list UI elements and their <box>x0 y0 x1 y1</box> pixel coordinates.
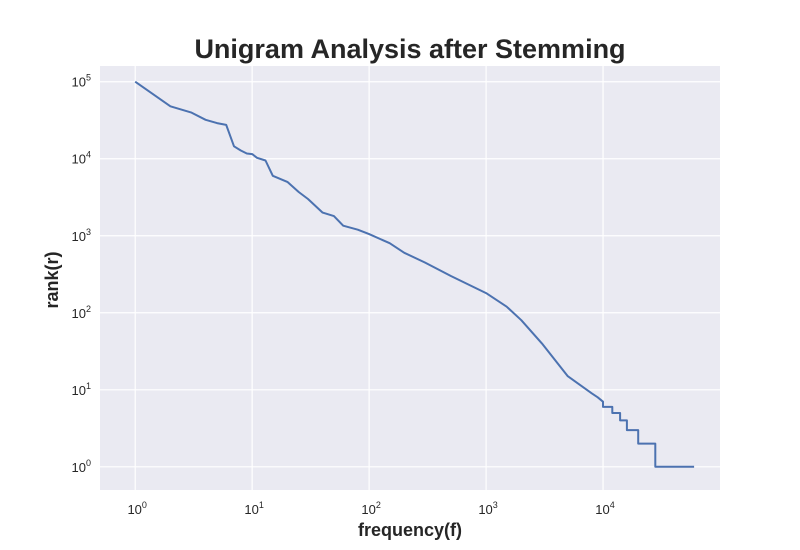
x-axis-label: frequency(f) <box>358 520 462 540</box>
grid-lines <box>100 66 720 490</box>
x-tick-label: 102 <box>361 500 380 517</box>
y-tick-label: 105 <box>72 73 91 90</box>
y-axis-label: rank(r) <box>42 251 62 308</box>
y-tick-label: 104 <box>72 150 91 167</box>
y-tick-label: 101 <box>72 381 91 398</box>
x-tick-label: 104 <box>595 500 614 517</box>
x-tick-labels: 100 101 102 103 104 <box>127 500 614 517</box>
chart-title: Unigram Analysis after Stemming <box>194 34 625 64</box>
series-line <box>134 80 695 468</box>
x-tick-label: 100 <box>127 500 146 517</box>
y-tick-label: 100 <box>72 458 91 475</box>
y-tick-label: 102 <box>72 304 91 321</box>
x-tick-label: 103 <box>478 500 497 517</box>
y-tick-label: 103 <box>72 227 91 244</box>
plot-background <box>100 66 720 490</box>
y-tick-labels: 100 101 102 103 104 105 <box>72 73 91 475</box>
x-tick-label: 101 <box>244 500 263 517</box>
